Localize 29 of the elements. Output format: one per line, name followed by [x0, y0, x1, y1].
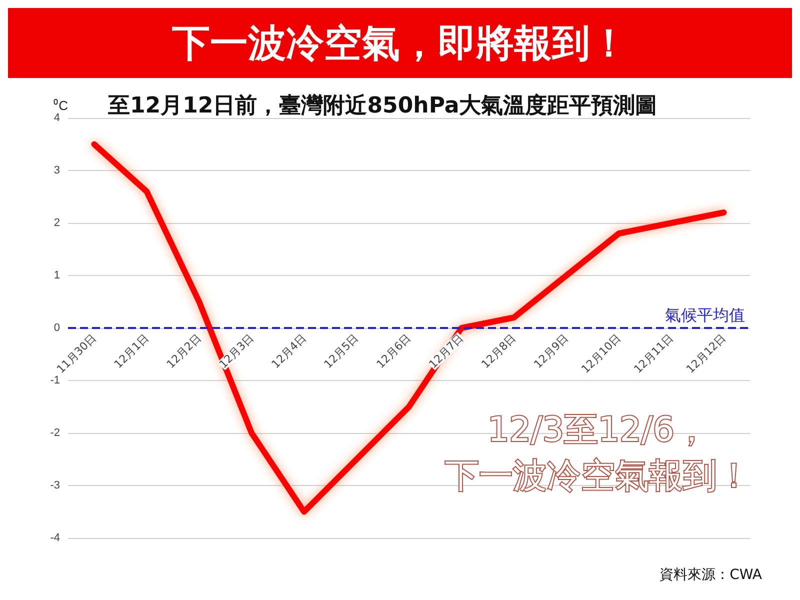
y-tick-label: -4 [50, 532, 60, 544]
annotation: 12/3至12/6， [488, 410, 708, 450]
x-tick-label: 12月12日 [684, 331, 728, 376]
chart-subtitle: 至12月12日前，臺灣附近850hPa大氣溫度距平預測圖 [107, 92, 658, 118]
x-tick-label: 11月30日 [54, 331, 99, 376]
x-tick-label: 12月5日 [322, 331, 362, 371]
y-tick-label: -1 [50, 374, 60, 386]
y-tick-label: -3 [50, 480, 60, 492]
x-tick-label: 12月6日 [374, 331, 414, 371]
x-tick-label: 12月10日 [578, 331, 624, 376]
annotation: 下一波冷空氣報到！ [445, 456, 751, 496]
y-tick-label: 2 [54, 217, 60, 229]
y-tick-label: -2 [50, 427, 60, 439]
x-tick-label: 12月1日 [112, 331, 152, 371]
y-axis-title: ⁰C [54, 98, 68, 113]
x-tick-label: 12月11日 [631, 331, 676, 376]
x-tick-label: 12月3日 [216, 331, 256, 371]
ref-line-label: 氣候平均值 [665, 306, 745, 324]
y-tick-label: 4 [54, 112, 60, 124]
x-tick-label: 12月7日 [426, 331, 466, 371]
x-tick-label: 12月2日 [164, 331, 204, 371]
y-tick-label: 3 [54, 164, 60, 176]
chart-title: 下一波冷空氣，即將報到！ [172, 20, 628, 66]
x-tick-label: 12月8日 [478, 331, 519, 371]
y-tick-label: 0 [54, 322, 60, 334]
x-tick-label: 12月9日 [531, 331, 571, 371]
x-tick-label: 12月4日 [269, 331, 309, 371]
y-tick-label: 1 [54, 270, 60, 282]
source-note: 資料來源：CWA [660, 567, 762, 583]
